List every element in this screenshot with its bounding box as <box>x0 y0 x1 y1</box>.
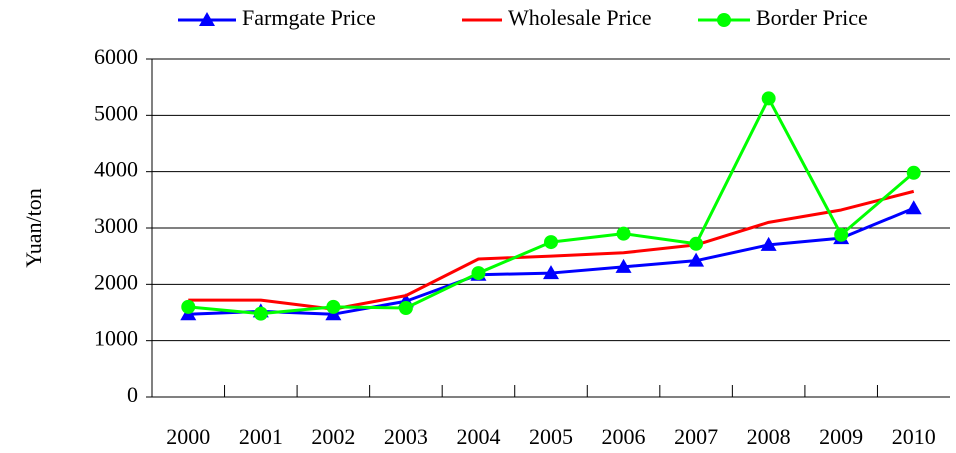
marker <box>199 12 215 26</box>
marker <box>253 306 268 321</box>
x-tick-label: 2005 <box>529 424 573 449</box>
marker <box>688 252 705 267</box>
legend-label: Border Price <box>756 5 868 30</box>
x-tick-label: 2002 <box>311 424 355 449</box>
series-line <box>188 189 915 311</box>
marker <box>689 236 704 251</box>
x-tick-label: 2007 <box>674 424 718 449</box>
legend-label: Farmgate Price <box>242 5 376 30</box>
x-tick-label: 2009 <box>819 424 863 449</box>
marker <box>616 226 631 241</box>
x-tick-label: 2001 <box>239 424 283 449</box>
marker <box>905 200 922 215</box>
y-tick-label: 4000 <box>94 157 138 182</box>
marker <box>834 227 849 242</box>
marker <box>615 258 632 273</box>
x-tick-label: 2003 <box>384 424 428 449</box>
marker <box>544 235 558 250</box>
y-tick-label: 0 <box>127 382 138 407</box>
x-tick-label: 2006 <box>602 424 646 449</box>
series-line <box>188 96 915 316</box>
marker <box>398 300 413 315</box>
series-line <box>188 206 915 316</box>
y-tick-label: 1000 <box>94 326 138 351</box>
y-tick-label: 2000 <box>94 269 138 294</box>
marker <box>471 266 486 281</box>
x-tick-label: 2000 <box>166 424 210 449</box>
marker <box>760 236 777 251</box>
y-axis-label: Yuan/ton <box>21 188 46 267</box>
marker <box>181 299 196 314</box>
marker <box>326 299 341 314</box>
y-tick-label: 3000 <box>94 213 138 238</box>
marker <box>543 265 559 280</box>
marker <box>761 91 776 106</box>
y-tick-label: 5000 <box>94 100 138 125</box>
legend-label: Wholesale Price <box>508 5 652 30</box>
x-tick-label: 2004 <box>456 424 500 449</box>
x-tick-label: 2008 <box>747 424 791 449</box>
x-tick-label: 2010 <box>892 424 936 449</box>
y-tick-label: 6000 <box>94 44 138 69</box>
marker <box>906 165 921 180</box>
marker <box>717 13 731 27</box>
